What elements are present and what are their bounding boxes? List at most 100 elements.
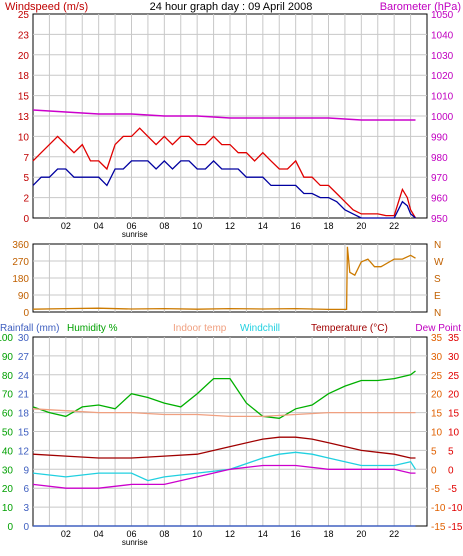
barometer-tick-label: 990: [431, 132, 448, 143]
rainfall-tick-label: 0: [23, 522, 29, 533]
rainfall-legend: Rainfall (mm): [0, 323, 59, 334]
barometer-tick-label: 970: [431, 173, 448, 184]
dewpoint-tick-label: 0: [448, 465, 454, 476]
compass-label: E: [434, 291, 441, 302]
humidity-tick-label: 60: [2, 409, 14, 420]
temperature-tick-label: -15: [431, 522, 446, 533]
temperature-tick-label: 35: [431, 333, 443, 344]
barometer-tick-label: 1030: [431, 51, 454, 62]
wind-x-tick-label: 20: [356, 221, 366, 231]
wind-sunrise-label: sunrise: [122, 230, 148, 239]
compass-label: N: [434, 240, 441, 251]
wind-x-tick-label: 08: [159, 221, 169, 231]
wind-x-tick-label: 14: [258, 221, 268, 231]
barometer-line: [32, 109, 416, 121]
dewpoint-tick-label: 15: [448, 409, 460, 420]
indoor-temp-legend: Indoor temp: [173, 323, 227, 334]
wind-x-tick-label: 12: [225, 221, 235, 231]
rainfall-tick-label: 21: [18, 390, 30, 401]
temperature-tick-label: -5: [431, 484, 440, 495]
dewpoint-tick-label: 10: [448, 428, 460, 439]
humidity-tick-label: 30: [2, 465, 14, 476]
windspeed-tick-label: 20: [18, 51, 30, 62]
chart-title: 24 hour graph day : 09 April 2008: [150, 1, 313, 13]
humidity-tick-label: 80: [2, 371, 14, 382]
windchill-legend: Windchill: [240, 323, 280, 334]
humidity-tick-label: 40: [2, 446, 14, 457]
rainfall-tick-label: 9: [23, 465, 29, 476]
direction-tick-label: 0: [23, 308, 29, 319]
wind-x-tick-label: 06: [126, 221, 136, 231]
rainfall-tick-label: 12: [18, 446, 30, 457]
compass-label: W: [434, 257, 444, 268]
dew-point-line: [32, 464, 416, 489]
barometer-tick-label: 1010: [431, 92, 454, 103]
humidity-legend: Humidity %: [67, 323, 118, 334]
humidity-tick-label: 90: [2, 352, 14, 363]
compass-label: N: [434, 308, 441, 319]
rainfall-tick-label: 18: [18, 409, 30, 420]
temperature-tick-label: 0: [431, 465, 437, 476]
temperature-tick-label: 25: [431, 371, 443, 382]
humidity-tick-label: 20: [2, 484, 14, 495]
windspeed-tick-label: 18: [18, 71, 30, 82]
wind-direction-line: [32, 246, 416, 311]
temp-x-tick-label: 10: [192, 529, 202, 539]
temp-x-tick-label: 16: [291, 529, 301, 539]
dewpoint-tick-label: -15: [448, 522, 463, 533]
wind-x-tick-label: 04: [94, 221, 104, 231]
rainfall-tick-label: 3: [23, 503, 29, 514]
temp-x-tick-label: 20: [356, 529, 366, 539]
windspeed-tick-label: 7: [23, 153, 29, 164]
temp-x-tick-label: 04: [94, 529, 104, 539]
rainfall-tick-label: 6: [23, 484, 29, 495]
windspeed-tick-label: 15: [18, 92, 30, 103]
temp-x-tick-label: 08: [159, 529, 169, 539]
dewpoint-tick-label: 20: [448, 390, 460, 401]
wind-x-tick-label: 10: [192, 221, 202, 231]
temp-x-tick-label: 14: [258, 529, 268, 539]
windchill-line: [32, 451, 417, 482]
dew-point-legend: Dew Point: [415, 323, 461, 334]
barometer-axis-label: Barometer (hPa): [380, 1, 461, 13]
windspeed-axis-label: Windspeed (m/s): [5, 1, 88, 13]
temp-x-tick-label: 02: [61, 529, 71, 539]
direction-tick-label: 90: [18, 291, 30, 302]
wind-x-tick-label: 22: [389, 221, 399, 231]
humidity-tick-label: 10: [2, 503, 14, 514]
rainfall-tick-label: 27: [18, 352, 30, 363]
wind-x-tick-label: 02: [61, 221, 71, 231]
direction-tick-label: 180: [12, 274, 29, 285]
windspeed-tick-label: 5: [23, 173, 29, 184]
rainfall-tick-label: 30: [18, 333, 30, 344]
windspeed-tick-label: 0: [23, 214, 29, 225]
windspeed-tick-label: 23: [18, 30, 30, 41]
windspeed-tick-label: 13: [18, 112, 30, 123]
temp-x-tick-label: 22: [389, 529, 399, 539]
temperature-tick-label: 30: [431, 352, 443, 363]
temperature-tick-label: 5: [431, 446, 437, 457]
humidity-tick-label: 50: [2, 428, 14, 439]
temp-x-tick-label: 06: [126, 529, 136, 539]
barometer-tick-label: 1000: [431, 112, 454, 123]
barometer-tick-label: 960: [431, 194, 448, 205]
dewpoint-tick-label: -5: [448, 484, 457, 495]
humidity-tick-label: 0: [7, 522, 13, 533]
temp-sunrise-label: sunrise: [122, 538, 148, 547]
dewpoint-tick-label: 30: [448, 352, 460, 363]
temp-x-tick-label: 18: [323, 529, 333, 539]
humidity-tick-label: 70: [2, 390, 14, 401]
compass-label: S: [434, 274, 441, 285]
dewpoint-tick-label: 25: [448, 371, 460, 382]
humidity-tick-label: 100: [0, 333, 13, 344]
temperature-tick-label: 10: [431, 428, 443, 439]
direction-tick-label: 270: [12, 257, 29, 268]
dewpoint-tick-label: -10: [448, 503, 463, 514]
windspeed-tick-label: 10: [18, 132, 30, 143]
humidity-line: [32, 370, 416, 419]
wind-gust-line: [32, 127, 417, 219]
barometer-tick-label: 1020: [431, 71, 454, 82]
dewpoint-tick-label: 35: [448, 333, 460, 344]
temperature-tick-label: -10: [431, 503, 446, 514]
